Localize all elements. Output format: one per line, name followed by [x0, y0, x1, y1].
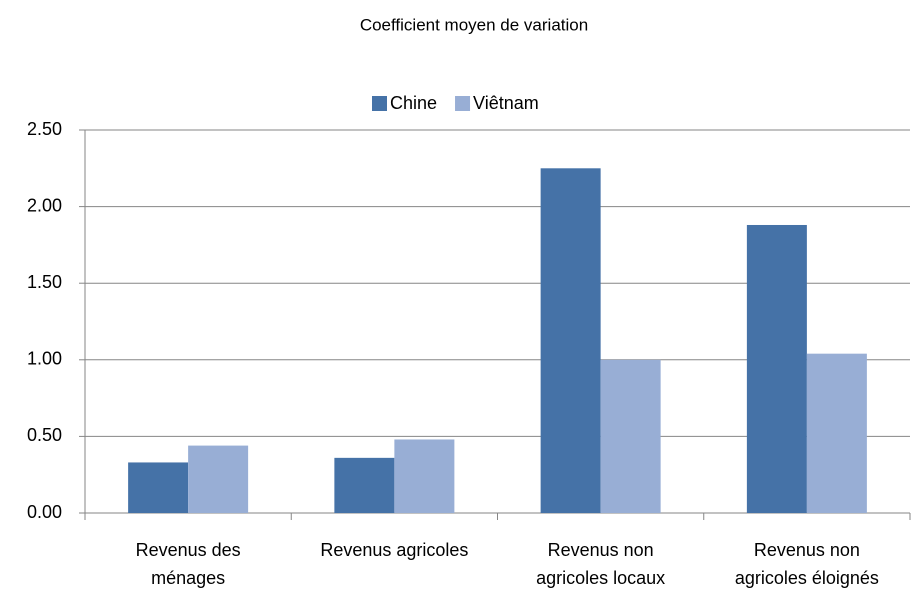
- legend-label: Viêtnam: [473, 93, 539, 113]
- x-tick-label: agricoles locaux: [536, 568, 665, 588]
- y-tick-label: 2.50: [27, 119, 62, 139]
- chart-title: Coefficient moyen de variation: [360, 15, 588, 34]
- legend-swatch: [455, 96, 471, 111]
- bar: [806, 353, 867, 513]
- x-tick-label: agricoles éloignés: [735, 568, 879, 588]
- y-tick-label: 1.00: [27, 349, 62, 369]
- legend-swatch: [372, 96, 387, 111]
- x-tick-label: ménages: [151, 568, 225, 588]
- legend-label: Chine: [390, 93, 437, 113]
- y-tick-label: 2.00: [27, 195, 62, 215]
- bar: [188, 445, 249, 513]
- bar: [394, 439, 455, 513]
- x-tick-label: Revenus non: [548, 540, 654, 560]
- bar: [540, 168, 601, 514]
- x-tick-label: Revenus des: [136, 540, 241, 560]
- x-tick-label: Revenus agricoles: [320, 540, 468, 560]
- y-tick-label: 0.50: [27, 425, 62, 445]
- y-tick-label: 0.00: [27, 502, 62, 522]
- bar: [334, 457, 395, 513]
- bar: [128, 462, 189, 513]
- x-tick-label: Revenus non: [754, 540, 860, 560]
- bar: [746, 224, 807, 513]
- bar: [600, 359, 661, 513]
- y-tick-label: 1.50: [27, 272, 62, 292]
